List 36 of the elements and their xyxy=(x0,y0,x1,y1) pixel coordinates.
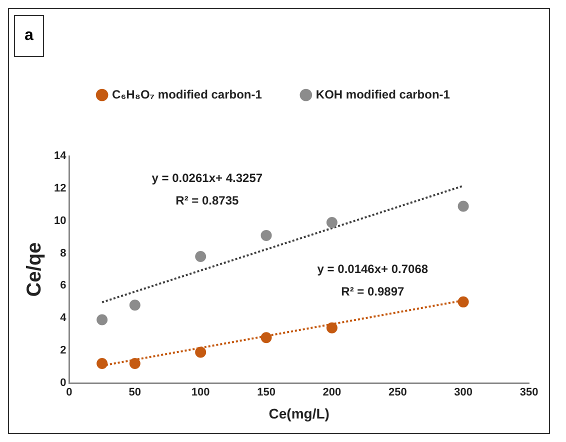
legend-label: KOH modified carbon-1 xyxy=(316,87,450,102)
point xyxy=(96,358,108,370)
point xyxy=(326,322,338,334)
point xyxy=(326,216,338,228)
x-tick-label: 50 xyxy=(128,386,142,399)
y-axis-title: Ce/qe xyxy=(24,242,46,297)
legend-label: C₆H₈O₇ modified carbon-1 xyxy=(112,87,262,102)
y-tick-label: 0 xyxy=(60,377,66,390)
annotation: y = 0.0261x+ 4.3257 xyxy=(152,171,263,186)
y-tick-label: 12 xyxy=(54,182,66,194)
y-tick-label: 14 xyxy=(54,150,68,162)
point xyxy=(129,358,140,370)
y-tick-label: 10 xyxy=(54,214,66,227)
y-tick-label: 8 xyxy=(60,247,66,260)
point xyxy=(195,346,206,358)
x-tick-label: 300 xyxy=(454,386,472,399)
y-tick-label: 6 xyxy=(60,280,66,292)
x-axis-title: Ce(mg/L) xyxy=(268,405,330,422)
annotation: R² = 0.9897 xyxy=(341,284,405,299)
point xyxy=(195,251,206,262)
x-tick-label: 150 xyxy=(257,386,276,399)
point xyxy=(260,230,272,241)
x-tick-label: 100 xyxy=(191,386,210,399)
y-tick-label: 4 xyxy=(60,312,68,324)
text: a xyxy=(14,15,44,57)
annotation: y = 0.0146x+ 0.7068 xyxy=(317,262,428,276)
point xyxy=(96,314,108,326)
y-tick-label: 2 xyxy=(60,344,66,357)
annotation: R² = 0.8735 xyxy=(176,194,240,208)
point xyxy=(260,332,272,344)
x-tick-label: 200 xyxy=(322,386,342,399)
x-tick-label: 350 xyxy=(520,386,538,399)
point xyxy=(129,300,140,311)
x-tick-label: 250 xyxy=(388,386,407,399)
point xyxy=(458,200,469,212)
point xyxy=(458,296,469,308)
